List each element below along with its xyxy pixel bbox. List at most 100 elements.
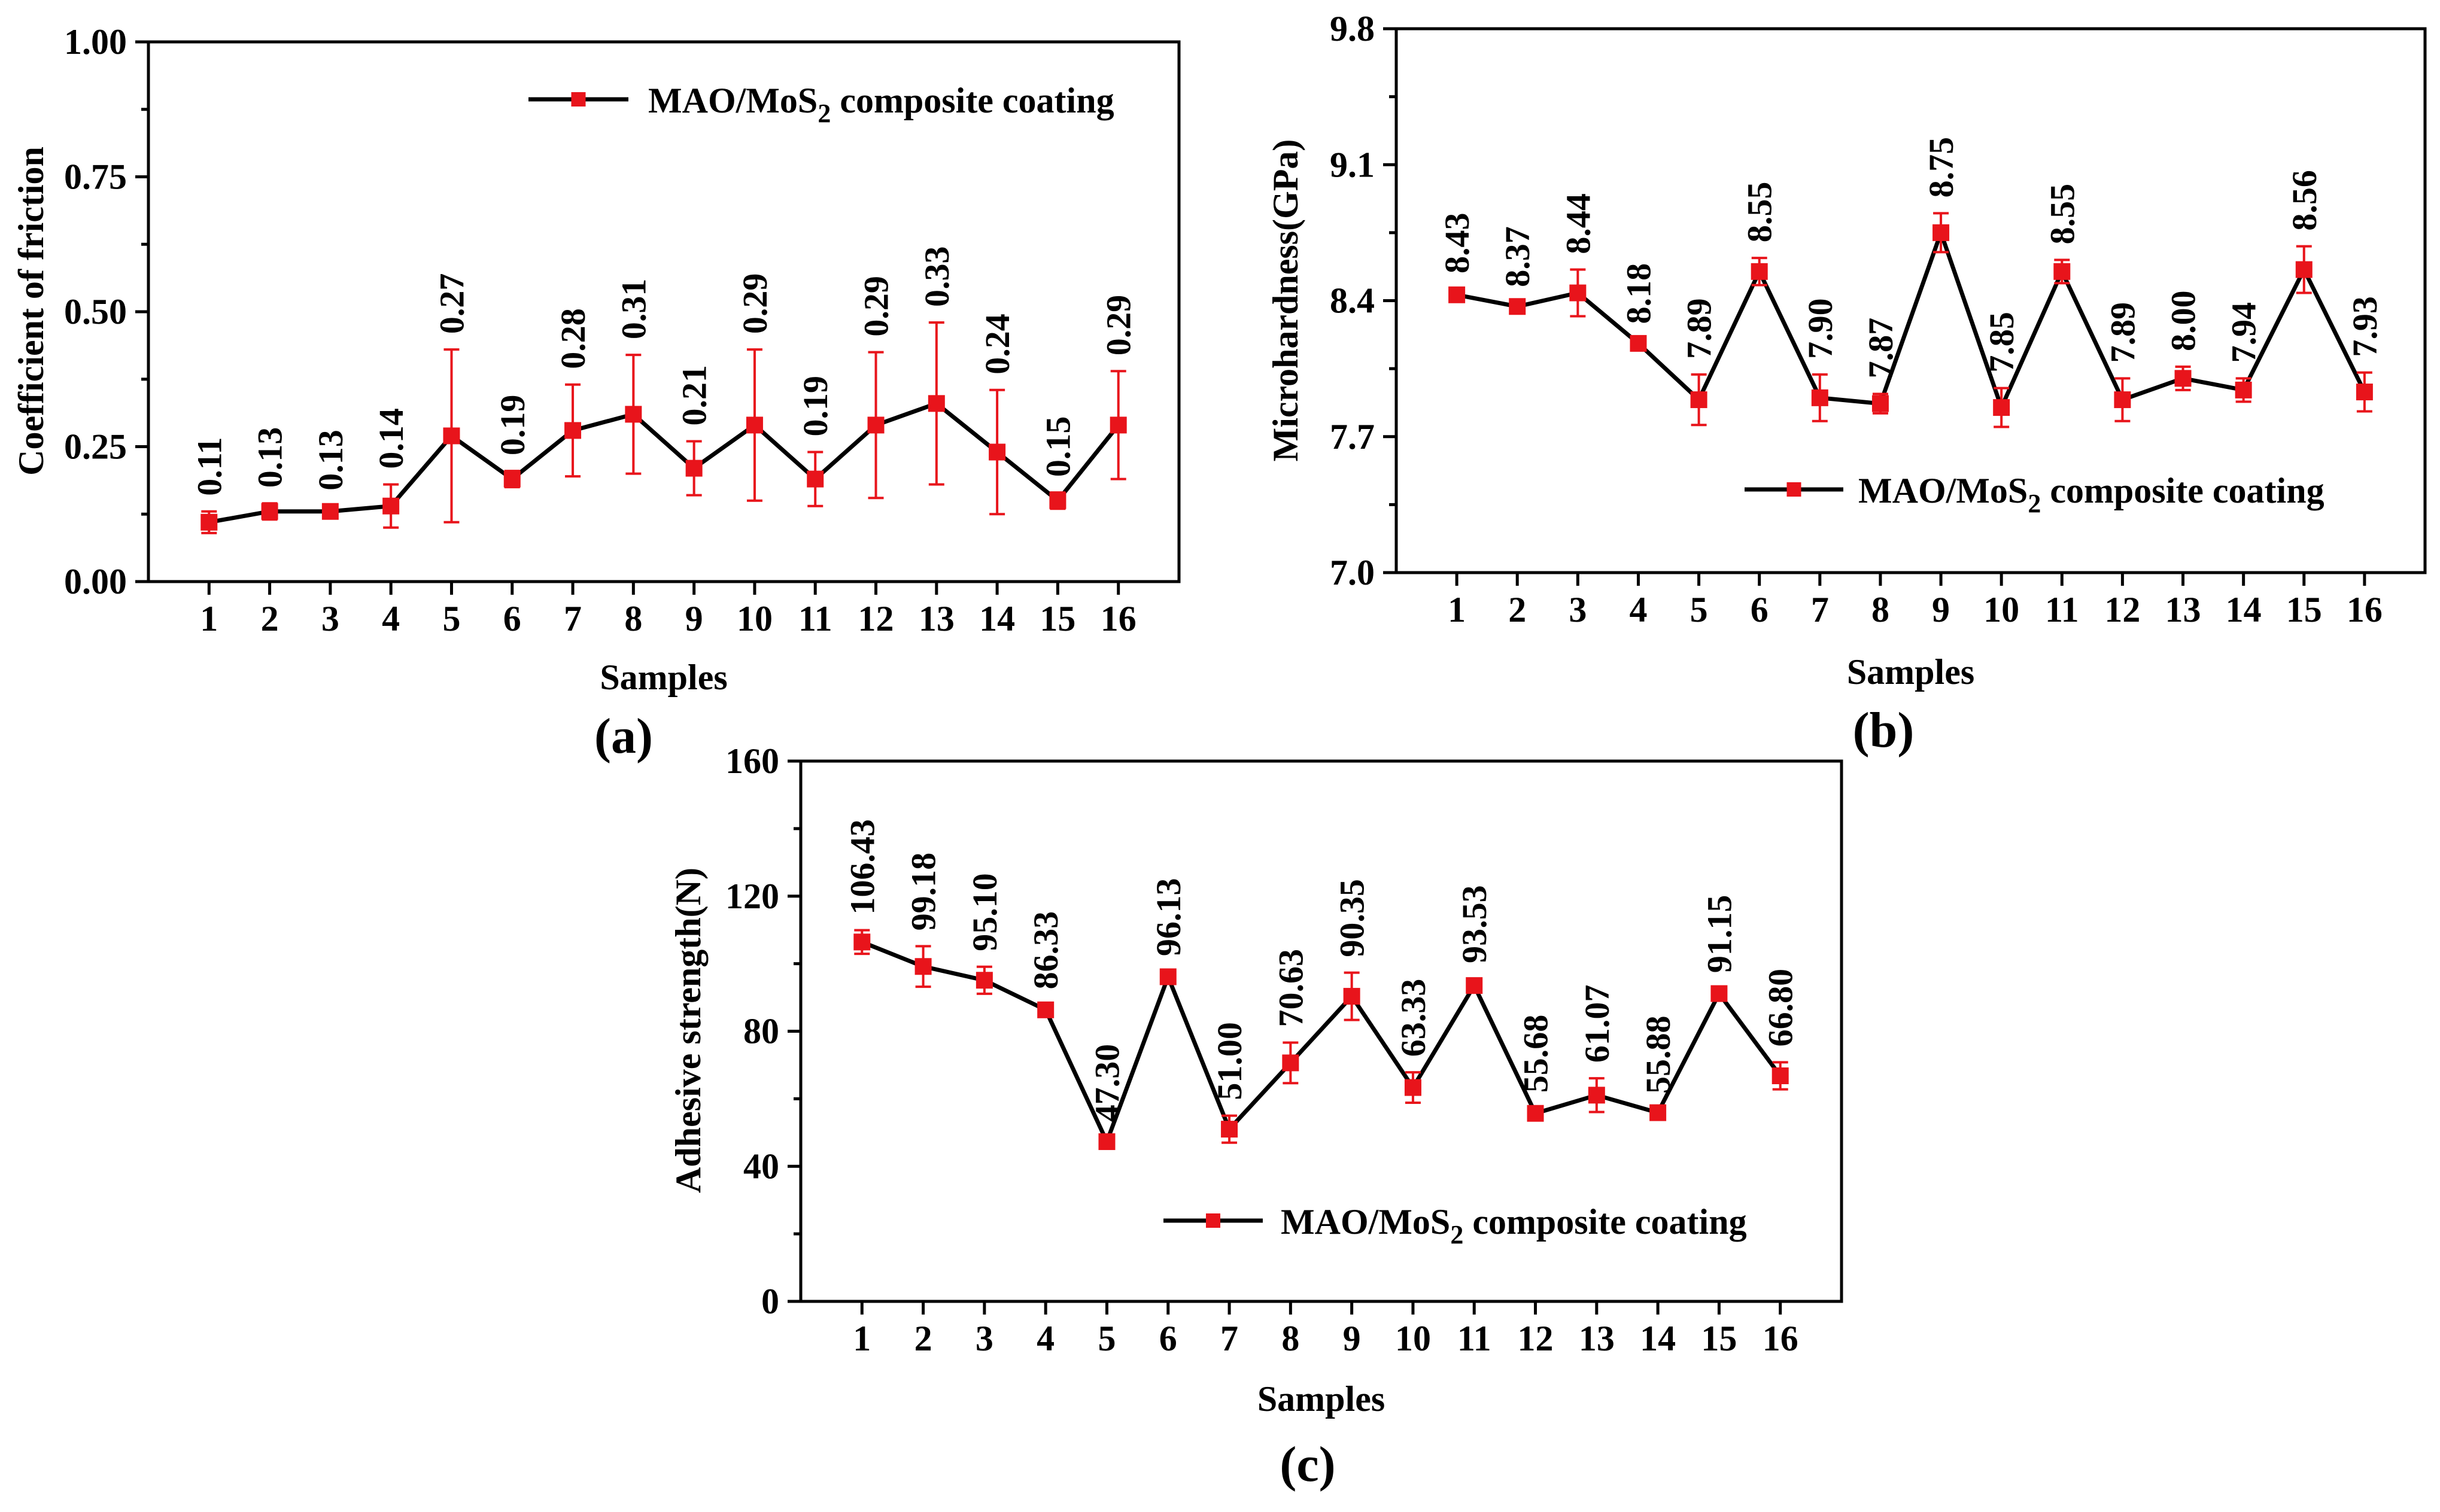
x-tick-label: 2 [1508, 590, 1526, 629]
data-point [1690, 391, 1707, 409]
x-tick-label: 8 [624, 599, 642, 638]
y-tick-label: 9.1 [1330, 145, 1375, 184]
legend-suffix: composite coating [2041, 471, 2324, 510]
data-label: 99.18 [904, 853, 943, 931]
data-label: 0.13 [311, 430, 350, 491]
data-point [1710, 985, 1728, 1002]
data-point [928, 395, 945, 412]
data-point [1049, 492, 1066, 509]
data-point [1871, 395, 1889, 412]
data-point [1569, 284, 1587, 302]
data-label: 8.56 [2285, 170, 2324, 231]
data-label: 7.87 [1861, 318, 1900, 379]
data-point [1343, 988, 1360, 1005]
data-label: 7.89 [2103, 302, 2142, 363]
legend-marker [1786, 482, 1801, 497]
data-label: 0.14 [372, 408, 411, 469]
panel-label: (a) [594, 708, 653, 764]
data-point [2114, 391, 2131, 409]
y-tick-label: 0.25 [64, 427, 127, 467]
data-point [625, 406, 642, 423]
x-tick-label: 16 [1101, 599, 1137, 638]
data-point [1037, 1001, 1055, 1018]
x-tick-label: 10 [1395, 1319, 1431, 1358]
y-axis-title: Coefficient of friction [11, 147, 51, 476]
data-point [1932, 224, 1950, 241]
data-point [853, 933, 871, 951]
x-axis-title: Samples [1847, 652, 1974, 692]
data-point [1448, 286, 1466, 303]
x-tick-label: 9 [1343, 1319, 1361, 1358]
y-tick-label: 160 [725, 741, 779, 781]
x-tick-label: 1 [853, 1319, 871, 1358]
data-label: 8.00 [2164, 290, 2203, 351]
y-tick-label: 80 [743, 1012, 779, 1051]
data-label: 0.19 [493, 395, 532, 456]
data-point [564, 422, 582, 439]
legend-subscript: 2 [818, 99, 831, 128]
data-point [867, 416, 885, 434]
legend-name: MAO/MoS [1281, 1202, 1450, 1242]
data-point [443, 427, 460, 445]
data-point [1588, 1087, 1605, 1104]
y-tick-label: 40 [743, 1146, 779, 1186]
x-tick-label: 9 [685, 599, 703, 638]
data-label: 8.18 [1619, 263, 1658, 324]
y-tick-label: 9.8 [1330, 9, 1375, 48]
x-tick-label: 4 [382, 599, 400, 638]
data-label: 7.90 [1801, 298, 1840, 359]
data-point [1649, 1104, 1667, 1121]
data-point [976, 972, 993, 989]
data-point [2053, 263, 2071, 280]
data-label: 0.29 [736, 273, 774, 334]
data-point [1527, 1105, 1544, 1122]
series-line [1456, 226, 2367, 413]
data-point [1404, 1079, 1421, 1096]
plot-frame [147, 40, 1181, 583]
x-tick-label: 8 [1871, 590, 1889, 629]
y-tick-label: 0 [761, 1282, 779, 1321]
legend-marker [571, 92, 586, 107]
data-label: 0.24 [978, 314, 1017, 375]
data-point [1771, 1067, 1789, 1084]
legend-subscript: 2 [1450, 1220, 1463, 1249]
legend-marker [1206, 1213, 1220, 1228]
data-label: 0.31 [614, 279, 653, 340]
data-label: 0.29 [857, 276, 896, 337]
data-label: 55.68 [1517, 1015, 1555, 1093]
x-tick-label: 6 [1159, 1319, 1177, 1358]
legend-label: MAO/MoS2 composite coating [1281, 1202, 1747, 1249]
x-tick-label: 6 [503, 599, 521, 638]
x-tick-label: 14 [2226, 590, 2262, 629]
data-label: 8.44 [1558, 193, 1597, 254]
data-point [685, 460, 703, 477]
x-tick-label: 15 [1040, 599, 1075, 638]
data-label: 63.33 [1394, 979, 1433, 1057]
data-label: 7.93 [2345, 296, 2384, 357]
data-label: 55.88 [1639, 1015, 1678, 1094]
data-label: 0.19 [796, 376, 835, 437]
data-point [914, 958, 932, 975]
legend-suffix: composite coating [1463, 1202, 1746, 1242]
x-tick-label: 7 [1220, 1319, 1238, 1358]
data-label: 0.21 [675, 365, 714, 426]
data-label: 90.35 [1333, 879, 1372, 957]
y-tick-label: 7.7 [1330, 417, 1375, 457]
x-tick-label: 15 [1701, 1319, 1737, 1358]
data-point [261, 503, 278, 520]
x-tick-label: 13 [919, 599, 955, 638]
data-label: 8.75 [1922, 137, 1961, 198]
data-point [1098, 1133, 1116, 1151]
legend-suffix: composite coating [831, 81, 1114, 120]
legend-name: MAO/MoS [1858, 471, 2028, 510]
data-label: 0.11 [190, 437, 229, 495]
data-point [2356, 384, 2373, 401]
legend-label: MAO/MoS2 composite coating [648, 81, 1114, 128]
data-label: 0.28 [554, 308, 592, 369]
data-label: 61.07 [1578, 985, 1616, 1063]
x-tick-label: 9 [1932, 590, 1950, 629]
x-tick-label: 2 [914, 1319, 932, 1358]
data-point [1630, 334, 1647, 352]
x-tick-label: 4 [1629, 590, 1647, 629]
